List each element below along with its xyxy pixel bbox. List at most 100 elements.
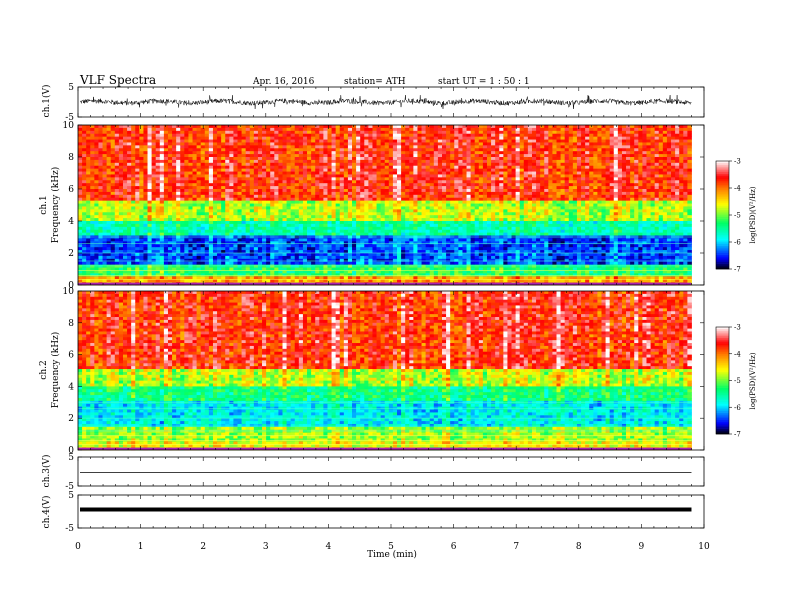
spectrogram-cell — [319, 171, 324, 175]
spectrogram-cell — [417, 151, 422, 155]
spectrogram-cell — [172, 186, 177, 190]
spectrogram-cell — [114, 145, 120, 149]
spectrogram-cell — [286, 226, 292, 231]
spectrogram-cell — [380, 250, 386, 254]
spectrogram-cell — [433, 258, 439, 263]
spectrogram-cell — [372, 180, 377, 184]
spectrogram-cell — [405, 171, 410, 175]
spectrogram-cell — [315, 177, 320, 181]
spectrogram-cell — [360, 264, 365, 268]
spectrogram-cell — [147, 253, 153, 257]
spectrogram-cell — [233, 238, 238, 242]
spectrogram-cell — [347, 174, 353, 178]
spectrogram-cell — [278, 264, 283, 268]
spectrogram-cell — [323, 194, 328, 199]
spectrogram-cell — [241, 261, 247, 266]
spectrogram-cell — [323, 189, 328, 193]
spectrogram-cell — [135, 165, 140, 170]
spectrogram-cell — [409, 238, 414, 242]
spectrogram-cell — [266, 203, 271, 207]
spectrogram-cell — [241, 215, 247, 219]
spectrogram-cell — [347, 142, 353, 146]
spectrogram-cell — [401, 238, 406, 242]
spectrogram-cell — [437, 223, 443, 228]
spectrogram-cell — [118, 125, 124, 129]
spectrogram-cell — [90, 130, 95, 135]
spectrogram-cell — [278, 258, 283, 263]
spectrogram-cell — [327, 194, 332, 199]
spectrogram-cell — [425, 162, 431, 167]
spectrogram-cell — [163, 270, 169, 274]
spectrogram-cell — [237, 279, 242, 283]
spectrogram-cell — [159, 165, 165, 170]
spectrogram-cell — [397, 247, 402, 251]
spectrogram-cell — [131, 136, 136, 140]
spectrogram-cell — [274, 157, 279, 161]
spectrogram-cell — [421, 194, 427, 199]
spectrogram-cell — [376, 232, 382, 236]
spectrogram-cell — [327, 261, 332, 266]
spectrogram-cell — [200, 171, 206, 175]
spectrogram-cell — [368, 258, 373, 263]
spectrogram-cell — [331, 148, 337, 152]
spectrogram-cell — [339, 168, 345, 172]
spectrogram-cell — [135, 264, 140, 268]
spectrogram-cell — [352, 247, 357, 251]
spectrogram-cell — [172, 255, 177, 260]
spectrogram-cell — [188, 197, 193, 202]
spectrogram-cell — [360, 253, 365, 257]
spectrogram-cell — [217, 212, 222, 216]
spectrogram-cell — [397, 194, 402, 199]
spectrogram-cell — [200, 127, 206, 132]
spectrogram-cell — [208, 247, 214, 251]
spectrogram-cell — [327, 197, 332, 202]
spectrogram-cell — [90, 139, 95, 143]
spectrogram-cell — [421, 165, 427, 170]
spectrogram-cell — [82, 174, 87, 178]
spectrogram-cell — [122, 267, 128, 271]
spectrogram-cell — [327, 151, 332, 155]
spectrogram-cell — [155, 191, 161, 196]
spectrogram-cell — [221, 212, 226, 216]
spectrogram-cell — [368, 133, 373, 138]
spectrogram-cell — [90, 244, 95, 248]
spectrogram-cell — [290, 212, 296, 216]
spectrogram-cell — [241, 253, 247, 257]
spectrogram-cell — [352, 276, 357, 280]
spectrogram-cell — [245, 279, 251, 283]
spectrogram-cell — [307, 194, 312, 199]
spectrogram-cell — [196, 162, 202, 167]
spectrogram-cell — [307, 174, 312, 178]
spectrogram-cell — [172, 270, 177, 274]
spectrogram-cell — [388, 151, 394, 155]
spectrogram-cell — [200, 258, 206, 263]
spectrogram-cell — [286, 206, 292, 210]
spectrogram-cell — [270, 177, 275, 181]
spectrogram-cell — [221, 229, 226, 234]
spectrogram-cell — [151, 232, 157, 236]
spectrogram-cell — [417, 145, 422, 149]
spectrogram-cell — [98, 165, 103, 170]
spectrogram-cell — [221, 154, 226, 158]
spectrogram-cell — [294, 218, 300, 222]
spectrogram-cell — [392, 171, 398, 175]
spectrogram-cell — [225, 194, 230, 199]
spectrogram-cell — [274, 154, 279, 158]
spectrogram-cell — [147, 165, 153, 170]
spectrogram-cell — [339, 247, 345, 251]
spectrogram-cell — [90, 253, 95, 257]
spectrogram-cell — [237, 180, 242, 184]
spectrogram-cell — [102, 250, 108, 254]
spectrogram-cell — [204, 191, 210, 196]
spectrogram-cell — [335, 151, 341, 155]
spectrogram-cell — [151, 154, 157, 158]
spectrogram-cell — [229, 145, 234, 149]
spectrogram-cell — [270, 229, 275, 234]
spectrogram-cell — [127, 151, 132, 155]
spectrogram-cell — [286, 267, 292, 271]
spectrogram-cell — [384, 136, 390, 140]
spectrogram-cell — [172, 247, 177, 251]
spectrogram-cell — [114, 133, 120, 138]
spectrogram-cell — [167, 151, 173, 155]
spectrogram-cell — [352, 258, 357, 263]
